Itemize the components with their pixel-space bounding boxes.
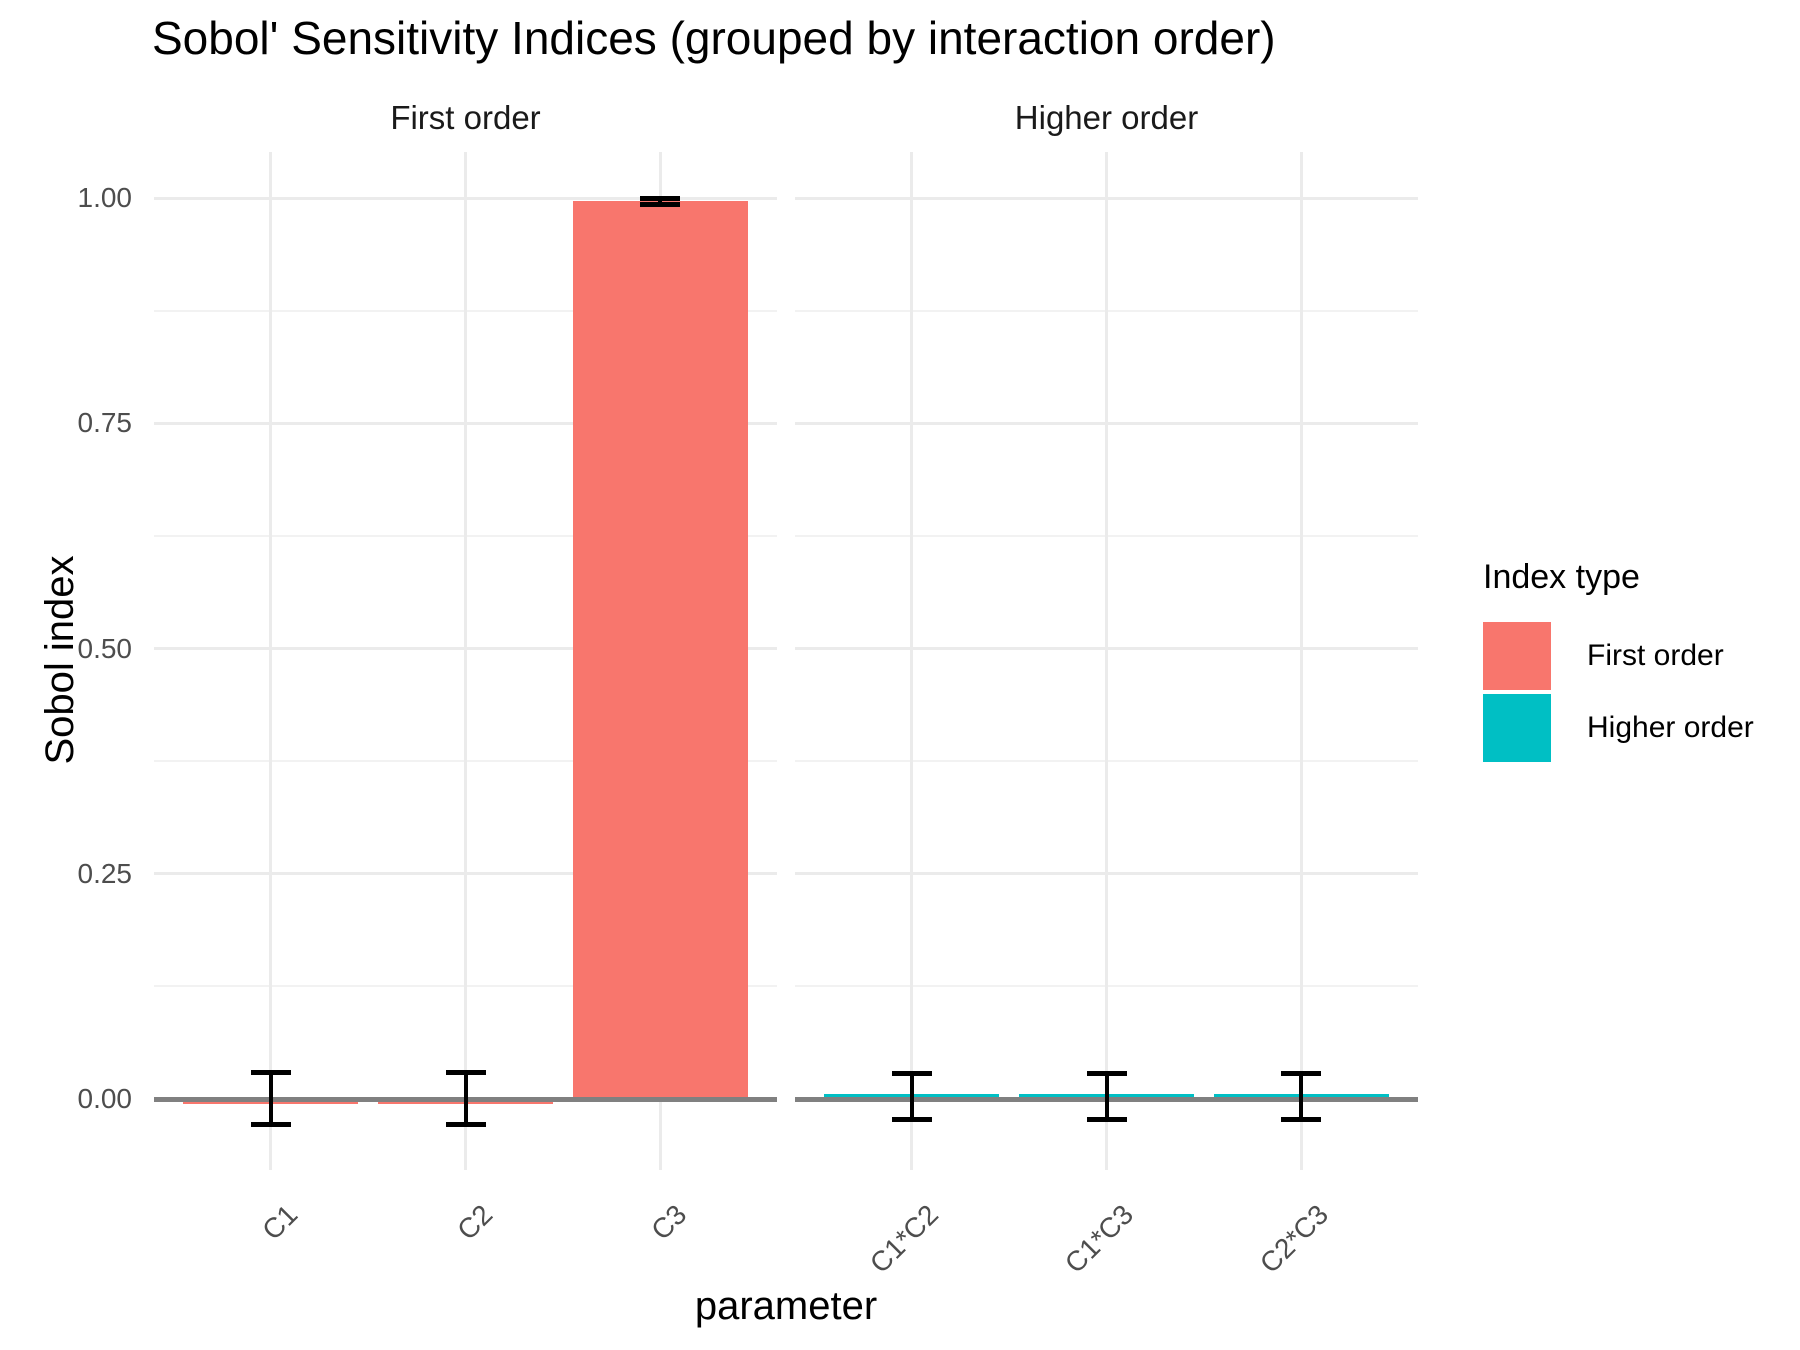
x-axis-title: parameter <box>694 1284 878 1328</box>
gridline-x-c2 <box>464 152 467 1170</box>
errorbar-cap-bottom-c3 <box>640 201 681 207</box>
x-tick-label-c2-c3: C2*C3 <box>1253 1198 1334 1279</box>
x-tick-label-c1-c2: C1*C2 <box>864 1198 945 1279</box>
errorbar-stem-c2 <box>463 1072 468 1125</box>
x-tick-label-c3: C3 <box>645 1198 693 1246</box>
gridline-x-c1-c3 <box>1105 152 1108 1170</box>
legend-entries: First order Higher order <box>1483 622 1754 762</box>
chart-title: Sobol' Sensitivity Indices (grouped by i… <box>152 12 1276 64</box>
facet-label-higher-order: Higher order <box>1014 99 1199 136</box>
errorbar-cap-bottom-c1 <box>250 1121 291 1127</box>
gridline-x-c1 <box>269 152 273 1170</box>
errorbar-cap-bottom-c2-c3 <box>1281 1117 1322 1123</box>
y-tick-label-1.00: 1.00 <box>77 182 133 213</box>
facet-label-first-order: First order <box>390 99 541 136</box>
legend-entry-label: Higher order <box>1587 711 1754 744</box>
errorbar-cap-top-c2-c3 <box>1281 1071 1322 1077</box>
errorbar-stem-c1 <box>268 1072 273 1125</box>
x-tick-label-c1-c3: C1*C3 <box>1058 1198 1140 1279</box>
errorbar-stem-c1-c3 <box>1104 1073 1109 1120</box>
errorbar-stem-c1-c2 <box>909 1073 914 1120</box>
y-tick-label-0.50: 0.50 <box>77 632 133 664</box>
errorbar-cap-top-c3 <box>640 195 681 201</box>
x-tick-label-c1: C1 <box>256 1198 304 1246</box>
errorbar-cap-bottom-c1-c2 <box>891 1117 932 1123</box>
gridline-x-c1-c2 <box>910 152 914 1170</box>
legend-entry-first-order: First order <box>1483 622 1754 690</box>
panel-higher-order <box>795 152 1418 1170</box>
gridline-x-c2-c3 <box>1299 152 1303 1170</box>
legend-title: Index type <box>1483 558 1640 596</box>
legend-entry-label: First order <box>1587 639 1724 672</box>
legend: Index type First order Higher order <box>1483 556 1754 766</box>
legend-entry-higher-order: Higher order <box>1483 694 1754 762</box>
bar-c3 <box>572 200 748 1099</box>
errorbar-cap-top-c1-c2 <box>891 1071 932 1077</box>
errorbar-cap-top-c2 <box>445 1070 486 1076</box>
y-tick-label-0.00: 0.00 <box>77 1083 133 1114</box>
errorbar-stem-c3 <box>658 198 663 205</box>
errorbar-cap-top-c1-c3 <box>1086 1071 1127 1077</box>
errorbar-cap-bottom-c2 <box>445 1121 486 1127</box>
errorbar-cap-bottom-c1-c3 <box>1086 1117 1127 1123</box>
panel-first-order <box>154 152 777 1170</box>
x-tick-label-c2: C2 <box>450 1198 499 1246</box>
errorbar-cap-top-c1 <box>250 1070 291 1076</box>
legend-key-first-order <box>1483 622 1551 690</box>
y-tick-label-0.25: 0.25 <box>77 857 133 889</box>
legend-key-higher-order <box>1483 694 1551 762</box>
errorbar-stem-c2-c3 <box>1299 1073 1304 1120</box>
y-tick-label-0.75: 0.75 <box>77 407 133 439</box>
